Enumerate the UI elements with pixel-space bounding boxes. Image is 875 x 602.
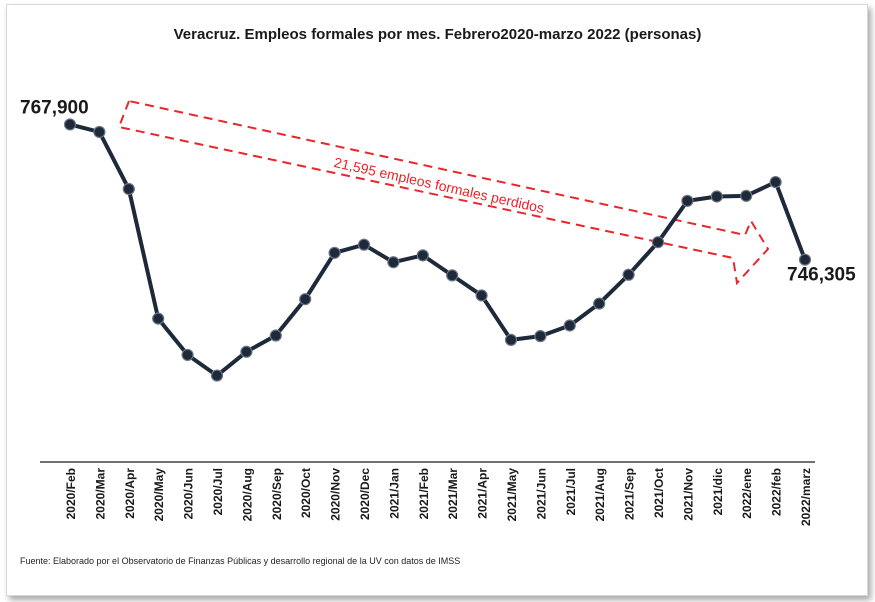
x-tick-label: 2022/marz xyxy=(799,468,813,526)
chart-title: Veracruz. Empleos formales por mes. Febr… xyxy=(173,26,702,43)
data-point xyxy=(122,182,135,196)
data-point xyxy=(152,312,165,325)
data-point xyxy=(328,246,341,259)
chart-card xyxy=(6,4,868,596)
data-point xyxy=(504,333,518,346)
x-tick-label: 2022/feb xyxy=(770,468,784,516)
x-tick-label: 2021/Apr xyxy=(476,468,490,519)
data-point xyxy=(593,297,606,310)
annotation-arrow xyxy=(117,99,770,286)
x-tick-label: 2020/May xyxy=(152,468,166,522)
data-point xyxy=(63,118,77,131)
data-point xyxy=(299,293,312,306)
data-point xyxy=(181,348,194,362)
x-tick-label: 2020/Apr xyxy=(123,468,137,519)
data-point xyxy=(798,253,812,266)
x-tick-label: 2021/Aug xyxy=(593,468,607,521)
x-tick-label: 2020/Jun xyxy=(182,468,196,519)
data-point xyxy=(269,329,282,342)
x-tick-label: 2021/Sep xyxy=(623,468,637,520)
data-point xyxy=(446,269,459,282)
x-tick-label: 2020/Feb xyxy=(64,468,78,519)
data-point xyxy=(563,319,576,332)
source-note: Fuente: Elaborado por el Observatorio de… xyxy=(20,556,461,566)
data-point xyxy=(681,194,694,207)
x-tick-label: 2020/Aug xyxy=(240,468,254,521)
data-point xyxy=(534,330,547,343)
data-label: 767,900 xyxy=(20,97,89,118)
x-tick-label: 2021/Mar xyxy=(446,468,460,520)
data-point xyxy=(622,268,635,281)
x-tick-label: 2020/Sep xyxy=(270,468,284,520)
x-tick-label: 2020/Nov xyxy=(329,468,343,521)
x-tick-label: 2021/Jun xyxy=(534,468,548,519)
x-tick-label: 2021/Feb xyxy=(417,468,431,519)
data-point xyxy=(240,345,253,358)
data-point xyxy=(769,175,782,189)
x-tick-label: 2021/Nov xyxy=(681,468,695,521)
x-tick-label: 2021/May xyxy=(505,468,519,522)
x-tick-label: 2020/Jul xyxy=(211,468,225,515)
x-tick-label: 2021/Oct xyxy=(652,468,666,518)
data-point xyxy=(651,236,665,249)
data-point xyxy=(710,190,723,203)
data-label: 746,305 xyxy=(787,265,856,286)
data-point xyxy=(210,369,224,382)
x-tick-label: 2020/Mar xyxy=(93,468,107,520)
x-tick-label: 2020/Dec xyxy=(358,468,372,520)
data-point xyxy=(475,289,488,302)
data-point xyxy=(387,256,400,269)
x-tick-label: 2020/Oct xyxy=(299,468,313,518)
data-point xyxy=(357,238,371,251)
x-tick-label: 2021/Jan xyxy=(387,468,401,519)
data-point xyxy=(740,189,753,202)
x-tick-label: 2022/ene xyxy=(740,468,754,519)
data-point xyxy=(416,249,429,262)
x-tick-label: 2021/dic xyxy=(711,468,725,516)
data-point xyxy=(93,125,106,139)
x-tick-label: 2021/Jul xyxy=(564,468,578,515)
